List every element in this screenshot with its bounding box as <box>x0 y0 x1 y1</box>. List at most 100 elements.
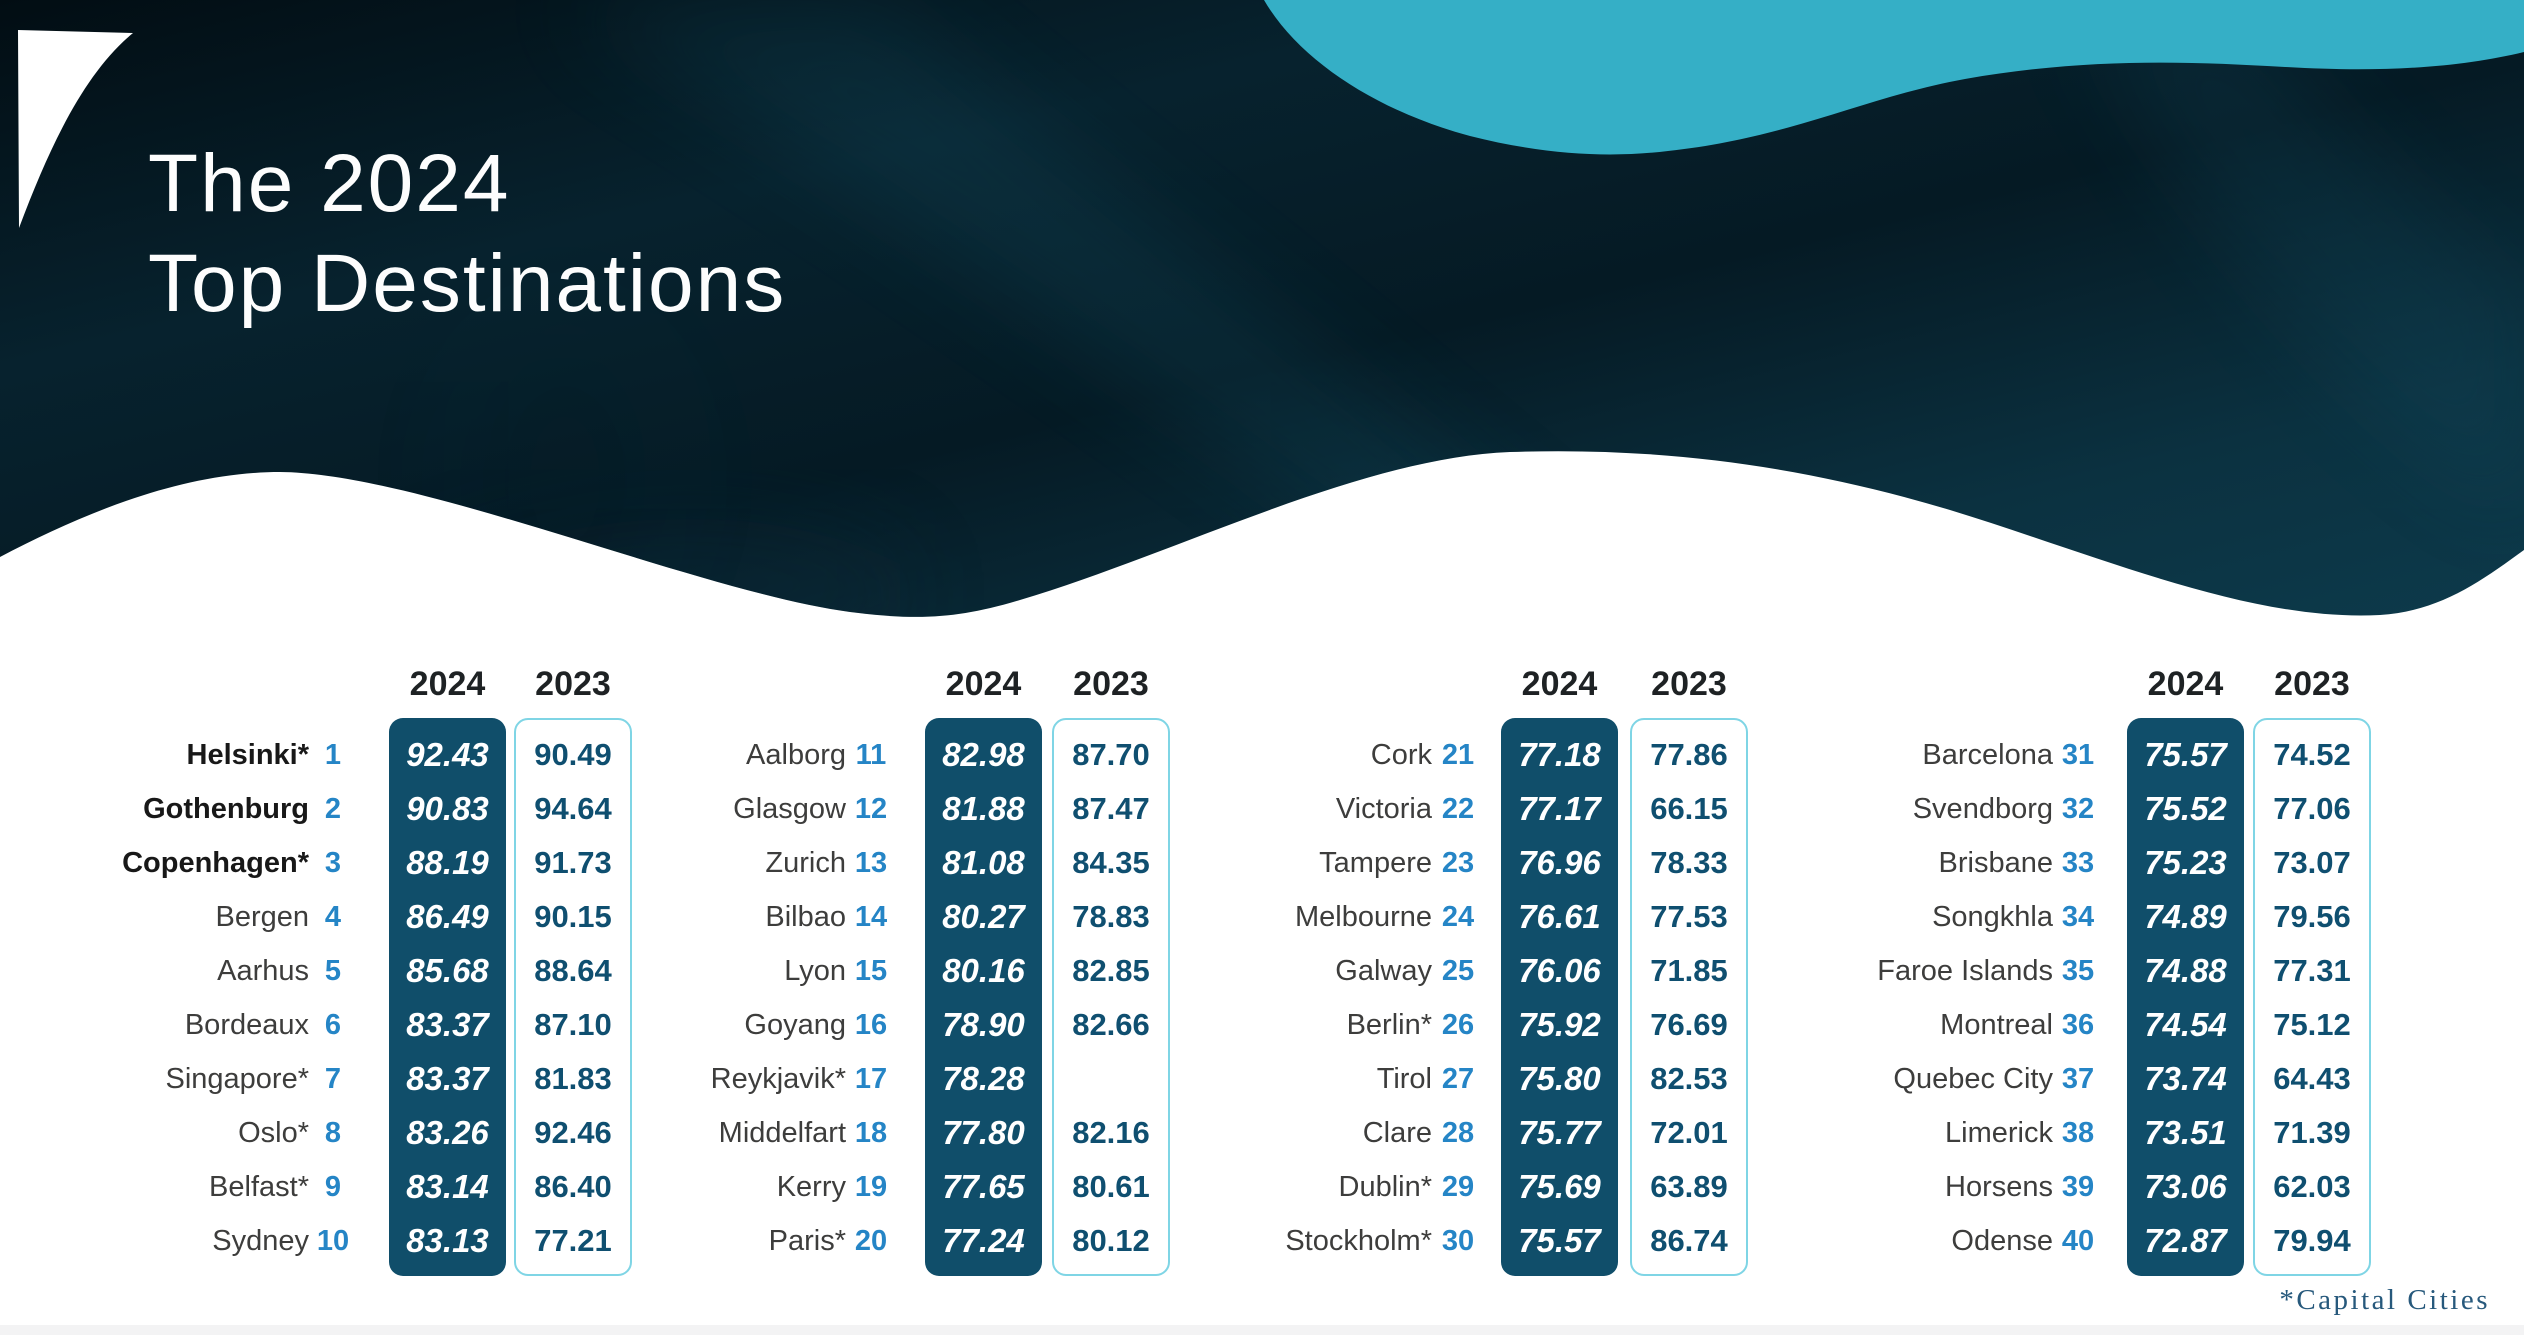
rank-number: 16 <box>854 1009 888 1041</box>
score-2024: 83.26 <box>406 1114 489 1151</box>
score-2024: 77.24 <box>942 1222 1025 1259</box>
rank-number: 7 <box>324 1063 342 1095</box>
city-name: Oslo* <box>238 1117 309 1149</box>
score-pill-2024: 92.43 90.83 88.19 86.49 85.68 83.37 83.37 83.26… <box>389 718 506 1276</box>
rank-list: 1 2 3 4 5 6 7 8 9 10 <box>306 728 360 1268</box>
score-2024: 82.98 <box>942 736 1025 773</box>
score-2024: 86.49 <box>406 898 489 935</box>
rank-number: 5 <box>324 955 342 987</box>
header-dark-wave <box>0 0 2524 617</box>
city-name: Cork <box>1370 739 1432 771</box>
city-name: Bordeaux <box>184 1009 309 1041</box>
rank-number: 6 <box>324 1009 342 1041</box>
score-2023: 87.10 <box>534 1007 612 1042</box>
city-name-list: Barcelona Svendborg Brisbane Songkhla Faroe … <box>1795 728 2053 1268</box>
rank-number: 24 <box>1441 901 1475 933</box>
score-2024: 74.88 <box>2144 952 2227 989</box>
city-name: Aarhus <box>217 955 309 987</box>
score-2023: 63.89 <box>1650 1169 1728 1204</box>
city-name: Belfast* <box>209 1171 309 1203</box>
score-2023: 64.43 <box>2273 1061 2351 1096</box>
score-2024: 88.19 <box>406 844 489 881</box>
column-header-2024: 2024 <box>1521 665 1598 703</box>
score-pill-2024: 75.57 75.52 75.23 74.89 74.88 74.54 73.74 73.51… <box>2127 718 2244 1276</box>
score-2023: 90.15 <box>534 899 612 934</box>
score-2023: 78.33 <box>1650 845 1728 880</box>
rank-number: 21 <box>1441 739 1475 771</box>
score-2024: 83.37 <box>406 1060 489 1097</box>
city-name: Gothenburg <box>143 793 309 825</box>
score-2024: 77.18 <box>1518 736 1601 773</box>
rank-number: 22 <box>1441 793 1475 825</box>
column-header-2023: 2023 <box>1073 665 1149 703</box>
city-name: Bilbao <box>765 901 846 933</box>
score-2023: 76.69 <box>1650 1007 1728 1042</box>
rank-number: 25 <box>1441 955 1475 987</box>
score-2024: 75.77 <box>1518 1114 1601 1151</box>
rank-number: 33 <box>2061 847 2095 879</box>
score-2024: 90.83 <box>406 790 489 827</box>
city-name: Middelfart <box>718 1117 846 1149</box>
score-2024: 74.89 <box>2144 898 2227 935</box>
score-2023: 77.21 <box>534 1223 612 1258</box>
city-name: Odense <box>1951 1225 2053 1257</box>
rank-number: 13 <box>854 847 888 879</box>
score-2023: 94.64 <box>534 791 612 826</box>
score-2023: 86.40 <box>534 1169 612 1204</box>
city-name: Songkhla <box>1932 901 2053 933</box>
score-2024: 77.65 <box>942 1168 1025 1205</box>
rank-number: 30 <box>1441 1225 1475 1257</box>
city-name: Limerick <box>1945 1117 2053 1149</box>
score-2024: 73.06 <box>2144 1168 2227 1205</box>
score-2024: 76.61 <box>1518 898 1601 935</box>
score-2024: 83.37 <box>406 1006 489 1043</box>
city-name: Goyang <box>744 1009 846 1041</box>
column-header-2024: 2024 <box>2147 665 2224 703</box>
city-name: Helsinki* <box>186 739 310 771</box>
score-pill-2024: 82.98 81.88 81.08 80.27 80.16 78.90 78.28 77.80… <box>925 718 1042 1276</box>
column-header-2023: 2023 <box>535 665 611 703</box>
rank-number: 32 <box>2061 793 2095 825</box>
city-name: Berlin* <box>1346 1009 1432 1041</box>
column-header-2023: 2023 <box>1651 665 1727 703</box>
score-2023: 86.74 <box>1650 1223 1728 1258</box>
rank-number: 40 <box>2061 1225 2095 1257</box>
city-name-list: Aalborg Glasgow Zurich Bilbao Lyon Goyang Reyk… <box>595 728 846 1268</box>
city-name: Sydney <box>212 1225 309 1257</box>
rank-number: 19 <box>854 1171 888 1203</box>
city-name: Reykjavik* <box>710 1063 846 1095</box>
bottom-strip <box>0 1325 2524 1335</box>
score-2023: 77.86 <box>1650 737 1728 772</box>
column-header-2023: 2023 <box>2274 665 2350 703</box>
score-2023: 62.03 <box>2273 1169 2351 1204</box>
score-2024: 76.96 <box>1518 844 1601 881</box>
score-2023: 78.83 <box>1072 899 1150 934</box>
rank-list: 31 32 33 34 35 36 37 38 39 40 <box>2051 728 2105 1268</box>
score-2024: 83.14 <box>406 1168 489 1205</box>
score-pill-2023: 77.86 66.15 78.33 77.53 71.85 76.69 82.53 72.01… <box>1630 718 1748 1276</box>
rank-number: 31 <box>2061 739 2095 771</box>
city-name-list: Cork Victoria Tampere Melbourne Galway Berlin… <box>1175 728 1432 1268</box>
rank-number: 29 <box>1441 1171 1475 1203</box>
page-title-line2: Top Destinations <box>148 238 787 329</box>
rank-number: 11 <box>855 739 887 771</box>
score-2023: 79.56 <box>2273 899 2351 934</box>
score-2023: 72.01 <box>1650 1115 1728 1150</box>
teal-wave <box>1264 0 2524 155</box>
score-2024: 85.68 <box>406 952 489 989</box>
page-title: The 2024 Top Destinations <box>148 134 786 334</box>
score-2023: 75.12 <box>2273 1007 2351 1042</box>
score-2023 <box>1054 1052 1168 1106</box>
rank-number: 37 <box>2061 1063 2095 1095</box>
column-header-2024: 2024 <box>409 665 486 703</box>
city-name: Melbourne <box>1294 901 1432 933</box>
score-pill-2024: 77.18 77.17 76.96 76.61 76.06 75.92 75.80 75.77… <box>1501 718 1618 1276</box>
score-2024: 75.57 <box>1518 1222 1601 1259</box>
score-2023: 82.66 <box>1072 1007 1150 1042</box>
score-2023: 77.53 <box>1650 899 1728 934</box>
rank-number: 14 <box>854 901 888 933</box>
score-2023: 84.35 <box>1072 845 1150 880</box>
score-2024: 73.74 <box>2144 1060 2227 1097</box>
score-2023: 91.73 <box>534 845 612 880</box>
